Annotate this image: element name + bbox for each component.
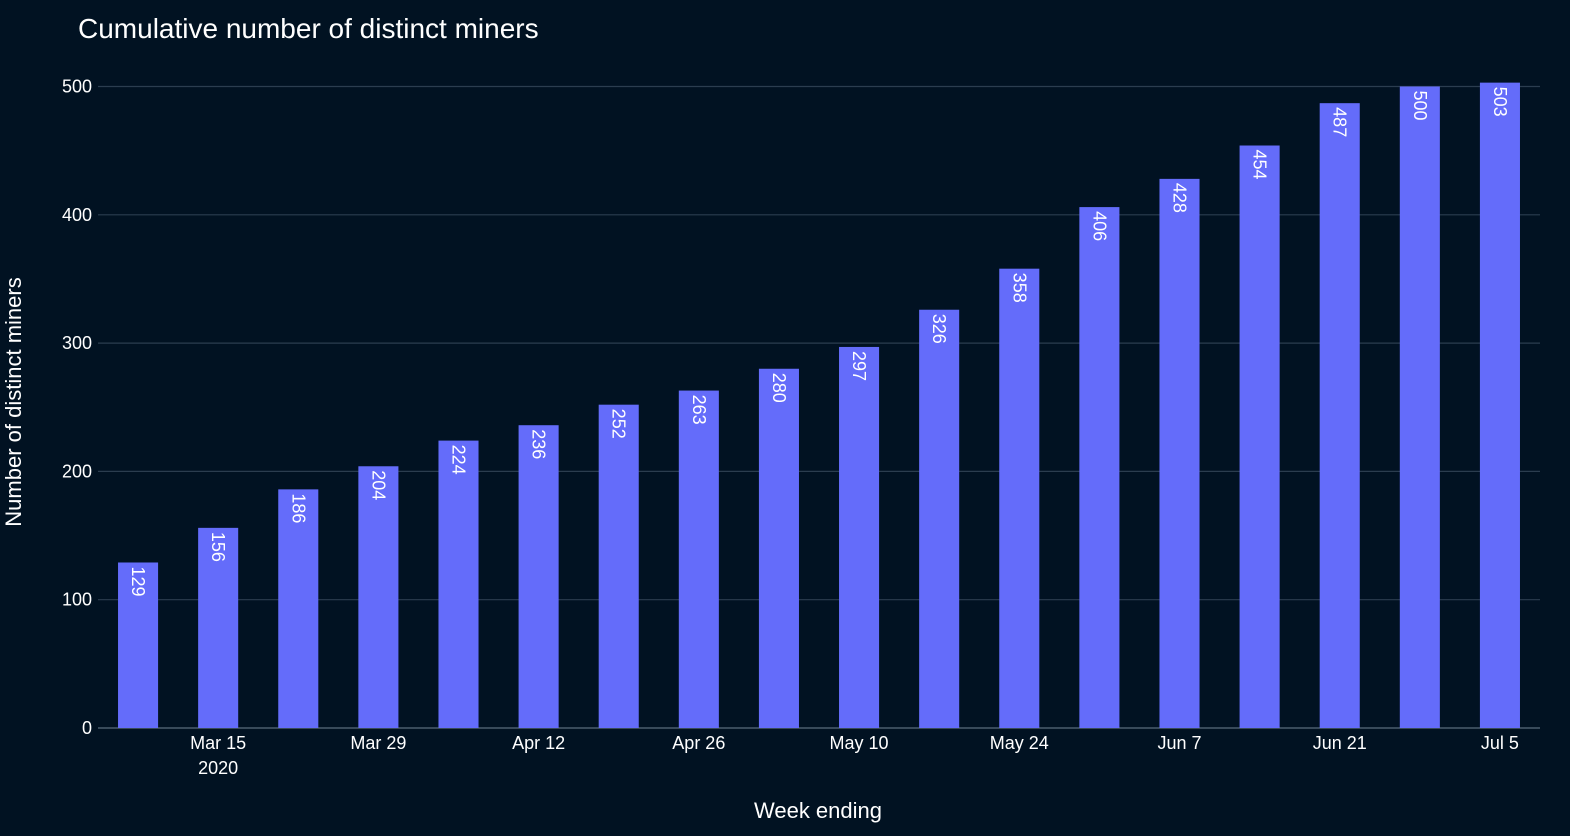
bar-value-label: 406: [1089, 211, 1109, 241]
gridlines: [98, 85, 1540, 729]
x-tick-label: Jun 7: [1157, 733, 1201, 753]
bar[interactable]: [598, 404, 639, 728]
bar-value-label: 129: [128, 566, 148, 596]
bar[interactable]: [198, 527, 239, 728]
bar-value-label: 500: [1410, 90, 1430, 120]
bar[interactable]: [518, 425, 559, 728]
bar-value-label: 224: [449, 445, 469, 475]
bar-value-label: 186: [288, 493, 308, 523]
bar[interactable]: [678, 390, 719, 728]
bars: [118, 82, 1520, 729]
bar[interactable]: [758, 368, 799, 728]
x-tick-label: May 10: [830, 733, 889, 753]
bar[interactable]: [999, 268, 1040, 728]
bar[interactable]: [839, 346, 880, 728]
bar[interactable]: [1239, 145, 1280, 729]
bar-value-label: 428: [1170, 183, 1190, 213]
x-axis-ticks: Mar 15 2020 Mar 29 Apr 12 Apr 26 May 10 May 24…: [190, 733, 1519, 778]
bar-value-label: 297: [849, 351, 869, 381]
bar-value-label: 280: [769, 373, 789, 403]
bar-value-labels: 129 156 186 204 224 236 252 263 280 297 326 358 406 4…: [128, 87, 1510, 597]
y-tick-label: 200: [62, 461, 92, 481]
y-tick-label: 500: [62, 76, 92, 96]
x-tick-label: Jul 5: [1481, 733, 1519, 753]
x-tick-label: May 24: [990, 733, 1049, 753]
chart-title: Cumulative number of distinct miners: [78, 13, 539, 44]
bar[interactable]: [1159, 178, 1200, 728]
y-tick-label: 300: [62, 333, 92, 353]
bar[interactable]: [118, 562, 159, 728]
y-tick-label: 400: [62, 205, 92, 225]
x-tick-label: Mar 29: [350, 733, 406, 753]
y-tick-label: 0: [82, 718, 92, 738]
y-axis-ticks: 0 100 200 300 400 500: [62, 76, 92, 738]
bar-value-label: 503: [1490, 87, 1510, 117]
y-tick-label: 100: [62, 590, 92, 610]
x-tick-label: Apr 12: [512, 733, 565, 753]
x-axis-title: Week ending: [754, 798, 882, 823]
bar-value-label: 204: [368, 470, 388, 500]
x-tick-label: Mar 15: [190, 733, 246, 753]
bar-value-label: 326: [929, 314, 949, 344]
bar-value-label: 252: [609, 409, 629, 439]
bar[interactable]: [438, 440, 479, 728]
bar-value-label: 487: [1330, 107, 1350, 137]
bar-value-label: 263: [689, 395, 709, 425]
bar[interactable]: [1079, 207, 1120, 728]
bar-value-label: 358: [1009, 273, 1029, 303]
x-tick-label: Jun 21: [1313, 733, 1367, 753]
bar[interactable]: [1479, 82, 1520, 729]
x-tick-sublabel: 2020: [198, 758, 238, 778]
bar[interactable]: [358, 466, 399, 728]
bar-value-label: 156: [208, 532, 228, 562]
bar[interactable]: [278, 489, 319, 728]
bar[interactable]: [1399, 86, 1440, 729]
x-tick-label: Apr 26: [672, 733, 725, 753]
bar-value-label: 236: [529, 429, 549, 459]
y-axis-title: Number of distinct miners: [1, 277, 26, 526]
bar[interactable]: [1319, 103, 1360, 729]
bar-value-label: 454: [1250, 150, 1270, 180]
bar[interactable]: [919, 309, 960, 728]
